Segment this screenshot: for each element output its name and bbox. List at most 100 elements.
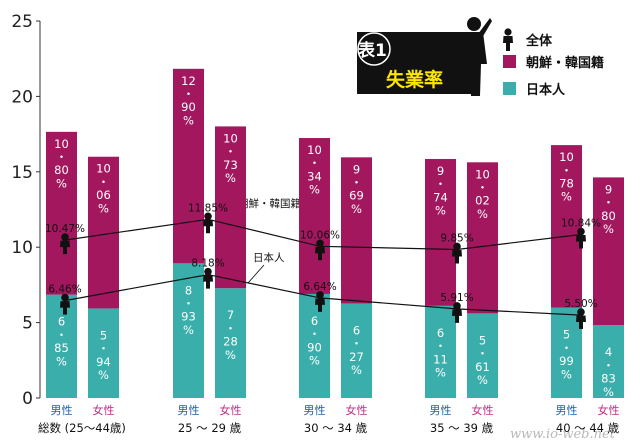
bar-japanese (299, 293, 330, 398)
bar-value-label-korean: % (98, 201, 109, 215)
bar-value-label-korean: % (225, 171, 236, 185)
bar-korean (299, 138, 330, 294)
bar-japanese (88, 308, 119, 398)
bar-value-label-japanese: 85 (54, 341, 69, 355)
point-value-label: 6.64% (303, 281, 336, 293)
bar-value-label-korean: 12 (181, 74, 196, 88)
legend: 全体 朝鮮・韓国籍 日本人 (503, 28, 604, 98)
bar-value-label-korean: 9 (353, 162, 360, 176)
bar-value-label-japanese: % (225, 348, 236, 362)
bar-value-label-japanese: 83 (601, 372, 616, 386)
point-figure-icon (452, 242, 462, 264)
bar-value-label-japanese: 90 (307, 340, 322, 354)
chart-title: 表1 失業率 (357, 17, 492, 96)
bar-value-label-japanese: 6 (58, 315, 65, 329)
bar-value-label-korean: % (435, 204, 446, 218)
bar-value-label-japanese: ・ (435, 339, 447, 353)
bar-value-label-japanese: ・ (56, 328, 68, 342)
bar-korean (593, 177, 624, 326)
point-value-label: 10.06% (300, 229, 340, 241)
point-figure-icon (203, 212, 213, 234)
bar-value-label-korean: % (561, 190, 572, 204)
bar-value-label-korean: % (603, 222, 614, 236)
point-value-label: 9.85% (440, 232, 473, 244)
bar-value-label-japanese: 11 (433, 352, 448, 366)
bar-value-label-korean: 90 (181, 100, 196, 114)
bar-value-label-japanese: % (435, 365, 446, 379)
legend-overall-label: 全体 (525, 33, 553, 49)
group-label: 35 〜 39 歳 (430, 421, 494, 435)
legend-japanese-label: 日本人 (526, 82, 566, 98)
gender-label-female: 女性 (472, 403, 494, 417)
gender-label-female: 女性 (598, 403, 620, 417)
bar-value-label-japanese: 5 (100, 328, 107, 342)
bar-japanese (467, 313, 498, 398)
bar-value-label-japanese: % (561, 367, 572, 381)
point-value-label: 5.50% (564, 298, 597, 310)
gender-label-male: 男性 (556, 403, 578, 417)
bar-japanese (593, 325, 624, 398)
bar-value-label-japanese: % (351, 363, 362, 377)
bar-korean (467, 162, 498, 314)
bar-value-label-japanese: 5 (563, 328, 570, 342)
bar-value-label-japanese: % (98, 368, 109, 382)
bar-value-label-korean: % (351, 202, 362, 216)
group-label: 総数 (25〜44歳) (38, 421, 126, 435)
bar-value-label-japanese: ・ (183, 297, 195, 311)
watermark: www.io-web.net (510, 427, 616, 442)
bar-value-label-korean: ・ (56, 150, 68, 164)
point-figure-icon (60, 293, 70, 315)
bar-korean (46, 131, 77, 295)
bar-value-label-japanese: 28 (223, 335, 238, 349)
legend-korean-swatch (503, 55, 516, 68)
bar-japanese (551, 307, 582, 398)
bar-value-label-korean: 73 (223, 158, 238, 172)
gender-label-female: 女性 (346, 403, 368, 417)
bar-value-label-japanese: 99 (559, 354, 574, 368)
gender-label-female: 女性 (93, 403, 115, 417)
point-value-label: 10.84% (561, 218, 601, 230)
bar-japanese (341, 303, 372, 398)
bar-value-label-korean: 9 (437, 164, 444, 178)
point-figure-icon (60, 233, 70, 255)
series-label-korean: 朝鮮・韓国籍 (238, 197, 301, 210)
legend-korean-label: 朝鮮・韓国籍 (526, 55, 604, 71)
bar-japanese (215, 288, 246, 398)
bar-value-label-korean: 69 (349, 189, 364, 203)
bar-korean (341, 157, 372, 304)
group-label: 30 〜 34 歳 (304, 421, 368, 435)
gender-label-male: 男性 (304, 403, 326, 417)
bar-value-label-japanese: 5 (479, 333, 486, 347)
gender-label-female: 女性 (220, 403, 242, 417)
bar-value-label-korean: 02 (475, 194, 490, 208)
title-main-text: 失業率 (386, 68, 443, 91)
bar-value-label-japanese: 8 (185, 283, 192, 297)
bar-value-label-japanese: 4 (605, 345, 612, 359)
point-figure-icon (203, 267, 213, 289)
bar-value-label-korean: ・ (309, 156, 321, 170)
y-tick-label: 0 (22, 389, 33, 409)
point-figure-icon (452, 302, 462, 323)
bar-value-label-japanese: % (477, 373, 488, 387)
bar-value-label-korean: 80 (601, 209, 616, 223)
y-tick-label: 15 (11, 163, 33, 183)
series-label-japanese: 日本人 (253, 251, 285, 264)
point-value-label: 11.85% (188, 202, 228, 214)
group-label: 25 〜 29 歳 (178, 421, 242, 435)
bar-value-label-japanese: 6 (353, 323, 360, 337)
bar-value-label-japanese: ・ (98, 342, 110, 356)
gender-label-male: 男性 (51, 403, 73, 417)
title-badge (357, 32, 391, 66)
point-figure-icon (315, 291, 325, 312)
bar-korean (173, 68, 204, 264)
bar-korean (551, 145, 582, 308)
gender-label-male: 男性 (178, 403, 200, 417)
bar-value-label-japanese: 7 (227, 308, 234, 322)
bar-japanese (173, 263, 204, 398)
thinking-figure-icon (462, 17, 492, 96)
bar-korean (425, 158, 456, 306)
bar-value-label-korean: % (56, 176, 67, 190)
point-value-label: 5.91% (440, 292, 473, 304)
bar-value-label-korean: 34 (307, 169, 322, 183)
